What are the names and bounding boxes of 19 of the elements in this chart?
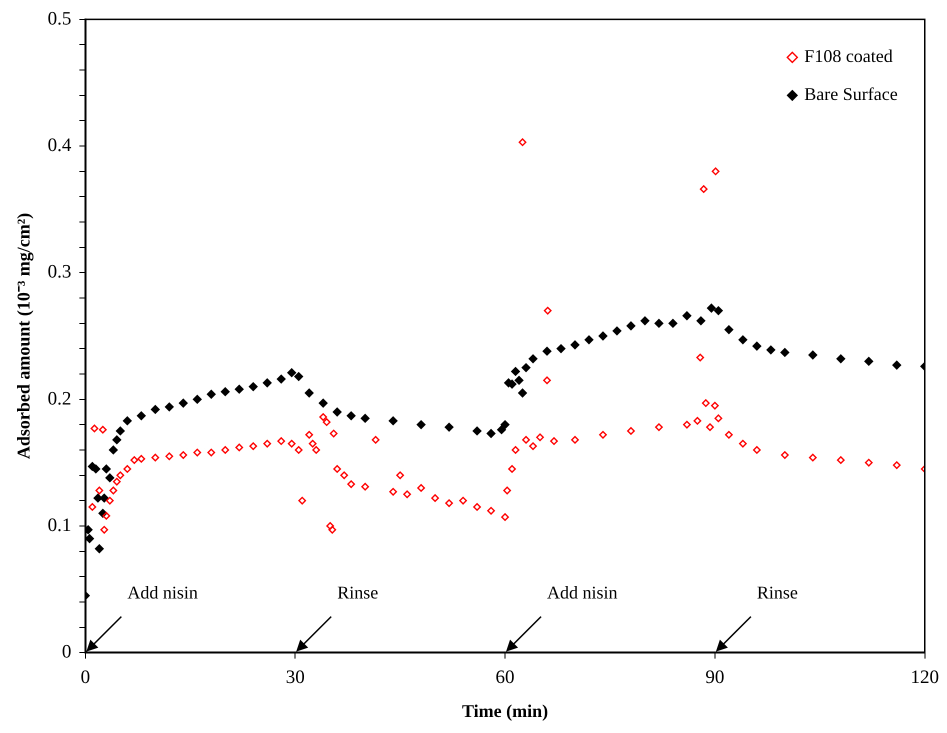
y-tick-label: 0 bbox=[62, 642, 72, 663]
y-axis-title: Adsorbed amount (10⁻³ mg/cm²) bbox=[13, 212, 34, 460]
annotation: Rinse bbox=[337, 582, 378, 603]
x-tick-label: 90 bbox=[705, 666, 724, 688]
annotation: Rinse bbox=[756, 582, 798, 603]
x-tick-label: 0 bbox=[80, 666, 90, 688]
y-tick-label: 0.2 bbox=[48, 388, 72, 410]
x-tick-label: 120 bbox=[910, 666, 939, 688]
y-tick-label: 0.4 bbox=[48, 135, 72, 156]
x-tick-label: 30 bbox=[286, 666, 305, 688]
x-tick-label: 60 bbox=[496, 666, 515, 688]
annotation: Add nisin bbox=[547, 582, 618, 603]
x-axis-title: Time (min) bbox=[462, 700, 548, 721]
legend-label: Bare Surface bbox=[804, 84, 898, 104]
annotation: Add nisin bbox=[127, 582, 198, 603]
legend-label: F108 coated bbox=[804, 46, 893, 66]
y-tick-label: 0.1 bbox=[48, 514, 72, 536]
y-tick-label: 0.3 bbox=[48, 262, 72, 283]
y-tick-label: 0.5 bbox=[48, 8, 72, 30]
